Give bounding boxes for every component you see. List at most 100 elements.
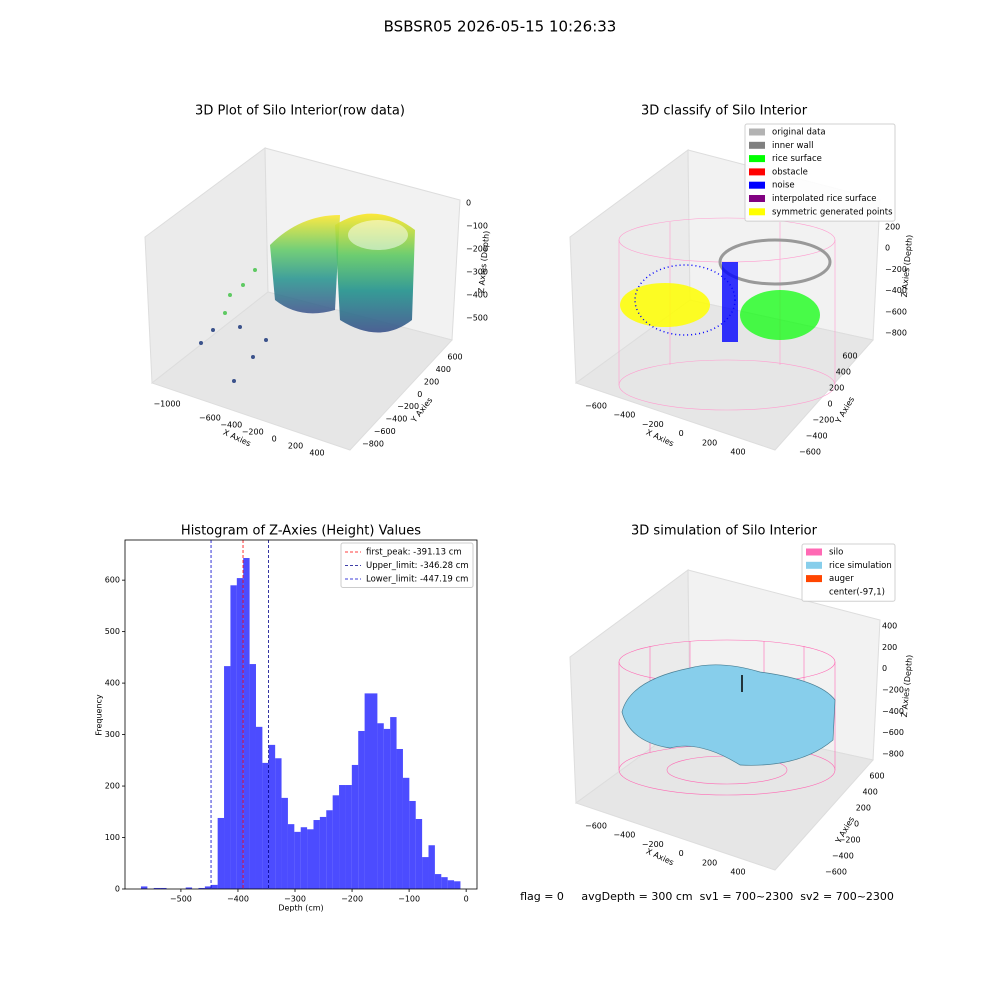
x-tick-label: −300 bbox=[284, 895, 306, 904]
bar bbox=[415, 818, 423, 889]
bar bbox=[153, 887, 161, 889]
legend-swatch bbox=[749, 155, 765, 163]
z-tick-label: −300 bbox=[466, 268, 488, 277]
bar bbox=[409, 800, 416, 889]
bar bbox=[249, 664, 256, 889]
x-tick-label: −200 bbox=[242, 428, 264, 437]
x-tick-label: −400 bbox=[613, 831, 635, 840]
x-tick-label: 400 bbox=[730, 868, 745, 877]
x-axis-label: Depth (cm) bbox=[278, 904, 323, 913]
legend-label: first_peak: -391.13 cm bbox=[366, 548, 462, 558]
point-cloud bbox=[618, 217, 836, 411]
bar bbox=[307, 829, 314, 889]
x-axis-label: X Axies bbox=[645, 847, 676, 868]
z-tick-label: −400 bbox=[885, 286, 907, 295]
bar bbox=[294, 831, 301, 889]
bar bbox=[255, 726, 263, 889]
x-tick-label: 200 bbox=[702, 858, 717, 867]
legend-label: rice simulation bbox=[829, 561, 892, 571]
legend-label: rice surface bbox=[772, 154, 822, 164]
z-tick-label: 0 bbox=[882, 664, 887, 673]
z-tick-label: −200 bbox=[882, 686, 904, 695]
bar bbox=[230, 585, 237, 889]
y-tick-label: 600 bbox=[105, 576, 120, 585]
bar bbox=[454, 881, 461, 889]
subplot-title: 3D classify of Silo Interior bbox=[641, 104, 808, 119]
plot-frame bbox=[124, 539, 478, 890]
x-tick-label: 200 bbox=[288, 442, 303, 451]
bar bbox=[428, 845, 435, 889]
x-tick-label: 200 bbox=[702, 438, 717, 447]
bar bbox=[326, 810, 333, 889]
y-tick-label: −200 bbox=[812, 416, 834, 425]
y-tick-label: −600 bbox=[825, 868, 847, 877]
legend-swatch bbox=[806, 575, 822, 583]
legend-label: auger bbox=[829, 574, 854, 584]
y-axis-label: Frequency bbox=[95, 694, 104, 736]
footer-text: flag = 0 avgDepth = 300 cm sv1 = 700~230… bbox=[520, 890, 894, 903]
z-tick-label: −600 bbox=[885, 307, 907, 316]
y-tick-label: −400 bbox=[832, 852, 854, 861]
x-tick-label: −600 bbox=[199, 414, 221, 423]
legend-swatch bbox=[749, 168, 765, 176]
bar bbox=[243, 558, 250, 889]
z-tick-label: −500 bbox=[466, 314, 488, 323]
y-tick-label: −200 bbox=[839, 836, 861, 845]
legend-box bbox=[744, 123, 896, 222]
y-tick-label: −400 bbox=[385, 415, 407, 424]
y-tick-label: 400 bbox=[436, 365, 451, 374]
legend-label: Upper_limit: -346.28 cm bbox=[366, 561, 469, 571]
z-tick-label: −400 bbox=[466, 291, 488, 300]
bar bbox=[339, 785, 346, 889]
x-tick-label: −200 bbox=[642, 420, 664, 429]
y-tick-label: −400 bbox=[806, 432, 828, 441]
x-tick-label: 0 bbox=[464, 895, 469, 904]
bar bbox=[332, 795, 340, 889]
bar bbox=[422, 857, 429, 889]
legend-swatch bbox=[806, 548, 822, 556]
figure-title: BSBSR05 2026-05-15 10:26:33 bbox=[384, 18, 617, 36]
y-tick-label: 400 bbox=[836, 368, 851, 377]
y-tick-label: 500 bbox=[105, 627, 120, 636]
x-tick-label: −400 bbox=[220, 421, 242, 430]
bar bbox=[319, 816, 327, 889]
y-axis-label: Y Axies bbox=[833, 395, 856, 425]
y-tick-label: −600 bbox=[374, 427, 396, 436]
x-tick-label: −600 bbox=[585, 402, 607, 411]
y-tick-label: 300 bbox=[105, 730, 120, 739]
z-axis-label: Z Axies (Depth) bbox=[900, 234, 914, 297]
subplot-title: 3D Plot of Silo Interior(row data) bbox=[195, 104, 405, 119]
point-cloud bbox=[199, 213, 415, 383]
legend-box bbox=[340, 542, 474, 588]
y-tick-label: 200 bbox=[829, 384, 844, 393]
y-tick-label: −800 bbox=[362, 440, 384, 449]
legend-label: original data bbox=[772, 128, 826, 138]
legend-label: Lower_limit: -447.19 cm bbox=[366, 575, 468, 585]
legend-swatch bbox=[806, 561, 822, 569]
bar bbox=[224, 666, 231, 889]
y-tick-label: 600 bbox=[447, 353, 462, 362]
y-tick-label: 600 bbox=[869, 772, 884, 781]
legend-label: noise bbox=[772, 181, 795, 191]
bar bbox=[364, 693, 372, 889]
legend-label: obstacle bbox=[772, 167, 808, 177]
bar bbox=[377, 723, 384, 889]
bar bbox=[281, 797, 288, 889]
x-tick-label: −1000 bbox=[153, 400, 180, 409]
legend-label: silo bbox=[829, 548, 843, 558]
x-tick-label: 400 bbox=[309, 449, 324, 458]
bar bbox=[287, 824, 295, 889]
y-tick-label: −600 bbox=[799, 448, 821, 457]
x-tick-label: −400 bbox=[227, 895, 249, 904]
bar bbox=[396, 748, 403, 889]
subplot-title: 3D simulation of Silo Interior bbox=[631, 524, 818, 539]
bar bbox=[345, 785, 352, 889]
bar bbox=[262, 762, 269, 889]
z-tick-label: −100 bbox=[466, 222, 488, 231]
z-tick-label: −800 bbox=[882, 750, 904, 759]
bar bbox=[275, 758, 282, 889]
bar bbox=[160, 887, 167, 889]
bar bbox=[390, 717, 397, 889]
bar bbox=[351, 764, 359, 889]
